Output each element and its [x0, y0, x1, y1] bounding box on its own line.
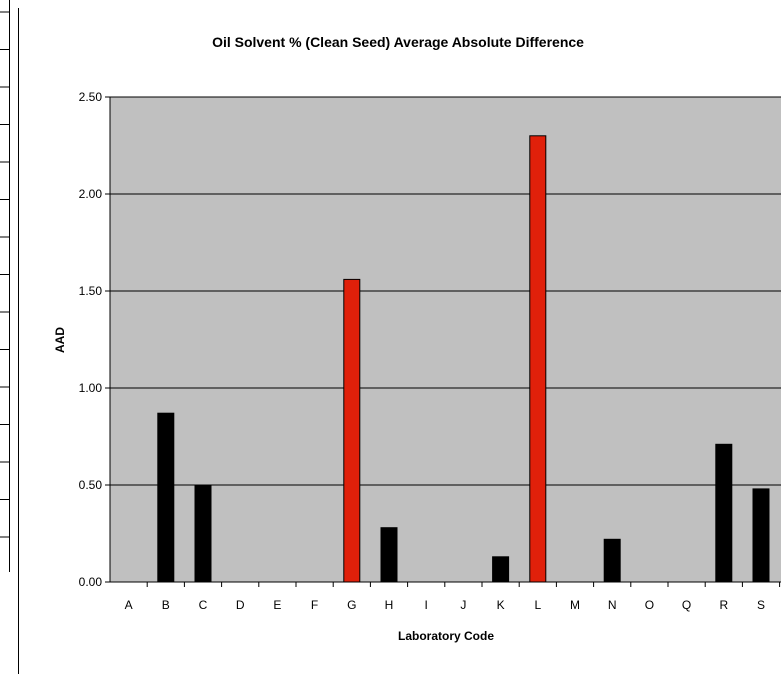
x-tick-label: O — [645, 598, 654, 612]
chart-title: Oil Solvent % (Clean Seed) Average Absol… — [212, 34, 584, 50]
bar-R — [715, 443, 733, 583]
x-tick-label: G — [347, 598, 356, 612]
bar-C — [194, 484, 212, 583]
x-tick-label: S — [757, 598, 765, 612]
plot-area — [110, 97, 781, 582]
x-tick-label: I — [425, 598, 428, 612]
y-tick-label: 0.50 — [79, 478, 103, 492]
y-tick-label: 2.50 — [79, 90, 103, 104]
y-axis-ticks: 0.00 0.50 1.00 1.50 2.00 2.50 — [79, 90, 110, 589]
x-tick-label: M — [570, 598, 580, 612]
bar-L — [529, 135, 547, 583]
bar-S — [752, 488, 770, 583]
bar-H — [380, 527, 398, 583]
bar-G — [343, 278, 361, 583]
bar-K — [492, 556, 510, 583]
adjacent-table-edge — [0, 0, 10, 572]
x-tick-label: C — [199, 598, 208, 612]
x-tick-label: H — [385, 598, 394, 612]
x-tick-label: K — [497, 598, 505, 612]
bar-B — [157, 412, 175, 583]
x-axis-label: Laboratory Code — [398, 629, 494, 643]
y-axis-label: AAD — [53, 327, 67, 353]
y-tick-label: 0.00 — [79, 575, 103, 589]
y-tick-label: 1.00 — [79, 381, 103, 395]
x-tick-label: J — [460, 598, 466, 612]
x-tick-label: Q — [682, 598, 691, 612]
bars — [157, 135, 770, 583]
x-tick-label: R — [719, 598, 728, 612]
x-tick-label: D — [236, 598, 245, 612]
x-tick-label: N — [608, 598, 617, 612]
x-tick-label: A — [125, 598, 133, 612]
bar-N — [603, 538, 621, 583]
y-tick-label: 2.00 — [79, 187, 103, 201]
x-tick-label: F — [311, 598, 318, 612]
x-tick-label: L — [534, 598, 541, 612]
x-tick-label: E — [273, 598, 281, 612]
y-tick-label: 1.50 — [79, 284, 103, 298]
x-tick-label: B — [162, 598, 170, 612]
gridlines — [110, 96, 781, 486]
